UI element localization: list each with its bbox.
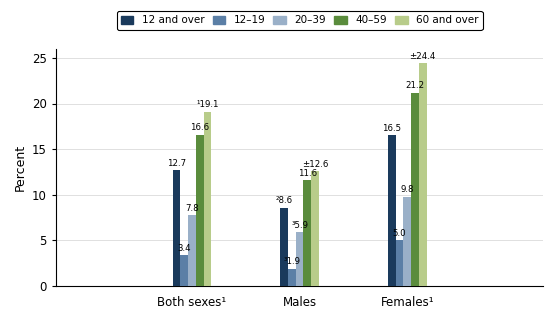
Bar (311, 171, 319, 286)
Bar (304, 180, 311, 286)
Bar (280, 208, 288, 286)
Text: 7.8: 7.8 (185, 203, 199, 213)
Text: 5.0: 5.0 (393, 229, 406, 238)
Bar (180, 255, 188, 286)
Text: ¹19.1: ¹19.1 (197, 100, 219, 110)
Y-axis label: Percent: Percent (13, 144, 26, 191)
Text: 16.6: 16.6 (190, 123, 209, 132)
Text: 11.6: 11.6 (298, 169, 317, 178)
Text: ±12.6: ±12.6 (302, 160, 328, 169)
Text: 12.7: 12.7 (167, 159, 186, 168)
Bar (395, 240, 403, 286)
Bar (403, 197, 411, 286)
Text: 9.8: 9.8 (400, 185, 414, 194)
Bar (172, 170, 180, 286)
Text: ²8.6: ²8.6 (276, 196, 293, 205)
Bar (388, 136, 395, 286)
Text: 16.5: 16.5 (382, 124, 401, 133)
Bar (411, 93, 419, 286)
Bar (188, 215, 196, 286)
Bar (204, 112, 212, 286)
Bar (419, 63, 427, 286)
Bar (196, 135, 204, 286)
Text: ±24.4: ±24.4 (409, 52, 436, 61)
Bar (288, 269, 296, 286)
Bar (296, 232, 304, 286)
Text: 3.4: 3.4 (178, 244, 191, 253)
Legend: 12 and over, 12–19, 20–39, 40–59, 60 and over: 12 and over, 12–19, 20–39, 40–59, 60 and… (116, 11, 483, 30)
Text: ³1.9: ³1.9 (283, 257, 300, 266)
Text: 21.2: 21.2 (405, 81, 424, 90)
Text: ³5.9: ³5.9 (291, 221, 308, 230)
